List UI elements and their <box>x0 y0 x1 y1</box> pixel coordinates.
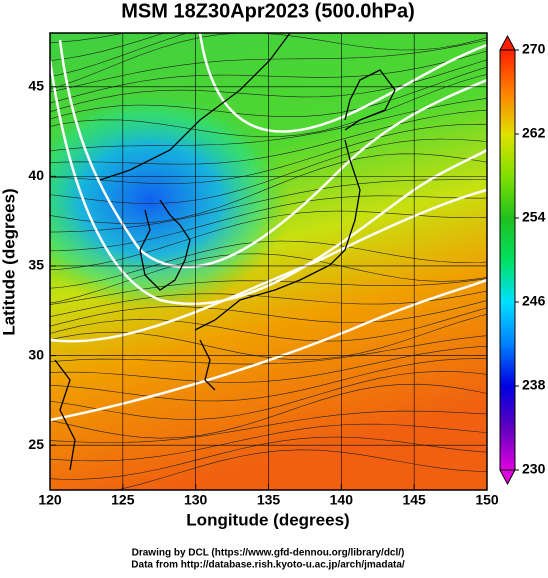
colorbar-tick-label: 254 <box>522 209 546 225</box>
x-tick-label: 125 <box>111 492 135 508</box>
colorbar-tick-label: 246 <box>522 293 546 309</box>
streamline <box>50 314 487 361</box>
streamline <box>50 33 189 77</box>
x-tick-label: 140 <box>330 492 354 508</box>
streamline <box>50 383 487 439</box>
streamline <box>50 195 487 252</box>
colorbar-tick-label: 238 <box>522 377 546 393</box>
streamline <box>50 423 487 462</box>
x-tick-label: 120 <box>38 492 62 508</box>
x-tick-label: 135 <box>257 492 281 508</box>
x-tick-label: 145 <box>402 492 426 508</box>
footer-line: Drawing by DCL (https://www.gfd-dennou.o… <box>132 548 405 559</box>
colorbar-tick-label: 270 <box>522 41 546 57</box>
colorbar-min-triangle <box>499 469 516 486</box>
streamline <box>50 33 166 61</box>
streamline <box>50 346 487 383</box>
streamline <box>50 436 487 480</box>
x-tick-label: 130 <box>184 492 208 508</box>
streamline <box>50 240 487 289</box>
map-plot <box>50 33 487 490</box>
coastlines <box>54 33 396 471</box>
y-axis-label: Latitude (degrees) <box>0 188 18 335</box>
streamline <box>115 449 487 490</box>
streamline <box>50 300 487 327</box>
streamline <box>50 66 487 120</box>
colorbar-tick-label: 262 <box>522 125 546 141</box>
streamline <box>50 39 487 93</box>
streamline <box>50 179 487 233</box>
streamline <box>50 278 487 305</box>
streamline <box>50 33 126 43</box>
title: MSM 18Z30Apr2023 (500.0hPa) <box>121 0 414 22</box>
streamline <box>50 358 487 402</box>
y-tick-label: 30 <box>28 346 44 362</box>
y-tick-label: 40 <box>28 167 44 183</box>
streamline <box>50 50 487 104</box>
streamline <box>50 253 487 304</box>
streamline <box>50 410 487 443</box>
footer-line: Data from http://database.rish.kyoto-u.a… <box>131 560 405 571</box>
x-axis-label: Longitude (degrees) <box>186 510 349 529</box>
streamline <box>50 109 487 165</box>
colorbar-tick-label: 230 <box>522 461 546 477</box>
y-tick-label: 25 <box>28 436 44 452</box>
streamline <box>50 307 487 342</box>
colorbar <box>499 49 516 471</box>
streamline <box>50 74 487 138</box>
colorbar-max-triangle <box>499 34 516 51</box>
streamline <box>50 138 487 204</box>
y-tick-label: 45 <box>28 77 44 93</box>
grid <box>50 33 487 490</box>
y-tick-label: 35 <box>28 257 44 273</box>
streamline <box>50 210 487 271</box>
streamline <box>50 59 487 113</box>
streamline <box>50 153 487 224</box>
contours <box>50 33 487 422</box>
x-tick-label: 150 <box>475 492 499 508</box>
